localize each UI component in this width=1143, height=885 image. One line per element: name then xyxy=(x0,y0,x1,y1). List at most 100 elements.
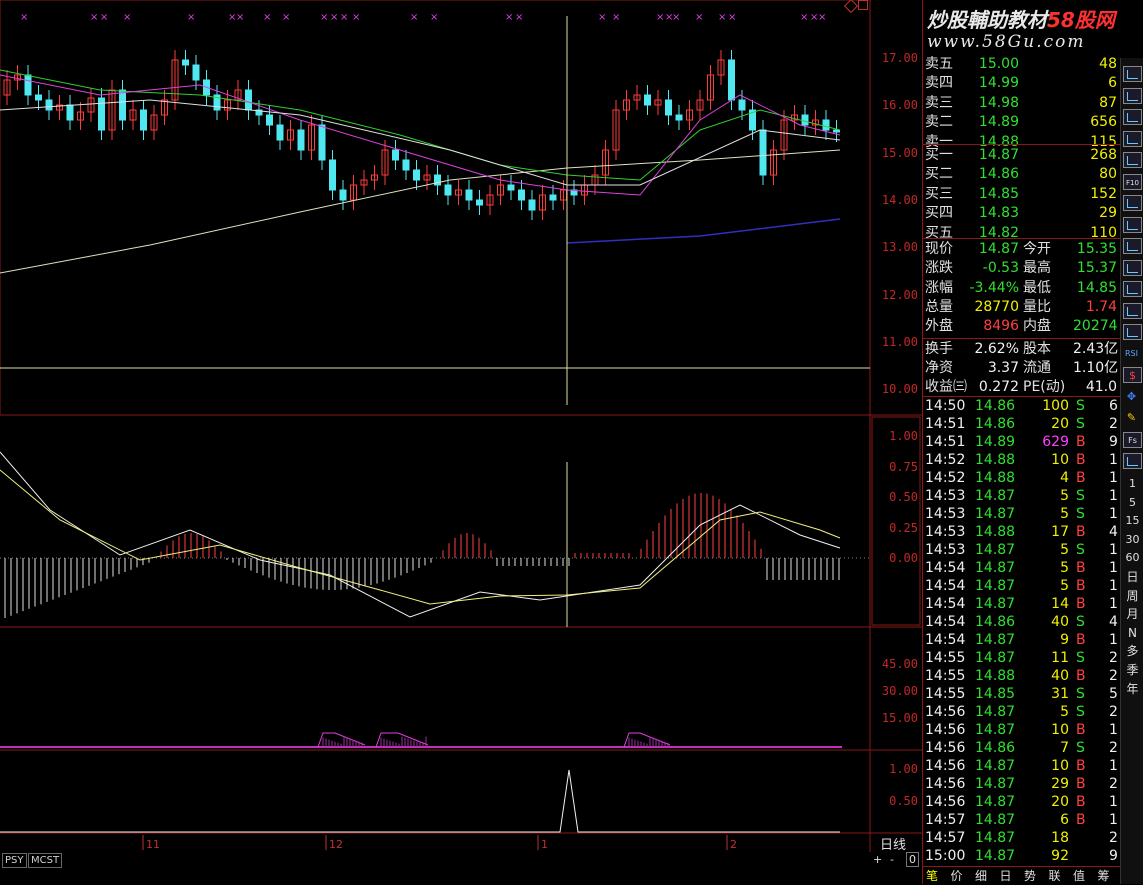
dollar-icon[interactable]: $ xyxy=(1123,367,1142,383)
quote-row[interactable]: 净资 3.37 流通 1.10亿 xyxy=(923,359,1121,378)
panel-tab[interactable]: 日 xyxy=(999,869,1012,883)
tick-row[interactable]: 14:55 14.87 11 S 2 xyxy=(923,649,1121,668)
period-button[interactable]: 周 xyxy=(1126,588,1139,603)
panel-tab[interactable]: 笔 xyxy=(926,869,939,883)
ask-row[interactable]: 卖一 14.88 115 xyxy=(923,133,1121,152)
bid-row[interactable]: 买二 14.86 80 xyxy=(923,165,1121,184)
zoom-out-button[interactable]: - xyxy=(890,853,894,866)
move-icon[interactable]: ✥ xyxy=(1126,389,1137,403)
side-toolbar: F10 RSI $ ✥ ✎ Fs 1 5 15 30 60 日周月 N 多季年 xyxy=(1120,58,1143,884)
panel-tab[interactable]: 细 xyxy=(975,869,988,883)
tick-row[interactable]: 14:52 14.88 10 B 1 xyxy=(923,451,1121,470)
period-button[interactable]: 5 xyxy=(1129,495,1136,509)
tick-row[interactable]: 14:56 14.87 10 B 1 xyxy=(923,721,1121,740)
refresh-icon[interactable] xyxy=(1123,453,1142,469)
tick-row[interactable]: 14:54 14.87 9 B 1 xyxy=(923,631,1121,650)
tick-row[interactable]: 14:57 14.87 6 B 1 xyxy=(923,811,1121,830)
indicator-tab-mcst[interactable]: MCST xyxy=(28,853,63,868)
grid-icon[interactable] xyxy=(1123,195,1142,211)
quote-value: 14.87 xyxy=(978,241,1019,257)
info-icon[interactable] xyxy=(1123,216,1142,233)
period-button[interactable]: 60 xyxy=(1125,551,1140,565)
tick-row[interactable]: 14:54 14.87 5 B 1 xyxy=(923,577,1121,596)
tick-row[interactable]: 14:50 14.86 100 S 6 xyxy=(923,397,1121,416)
period-button[interactable]: 季 xyxy=(1126,663,1139,677)
bid-row[interactable]: 买三 14.85 152 xyxy=(923,185,1121,204)
bid-row[interactable]: 买一 14.87 268 xyxy=(923,146,1121,165)
quote-row[interactable]: 涨跌 -0.53 最高 15.37 xyxy=(923,259,1121,278)
tick-row[interactable]: 15:00 14.87 92 9 xyxy=(923,847,1121,866)
tick-row[interactable]: 14:53 14.87 5 S 1 xyxy=(923,505,1121,524)
period-button[interactable]: 15 xyxy=(1125,514,1140,528)
tick-volume: 5 xyxy=(1060,488,1069,504)
panel-tab[interactable]: 筹 xyxy=(1097,869,1110,883)
wave-icon[interactable] xyxy=(1123,302,1142,319)
quote-row[interactable]: 换手 2.62% 股本 2.43亿 xyxy=(923,340,1121,359)
zoom-in-button[interactable]: + xyxy=(873,853,883,866)
f10-icon[interactable]: F10 xyxy=(1123,173,1142,190)
tick-row[interactable]: 14:57 14.87 18 2 xyxy=(923,829,1121,848)
period-button[interactable]: N xyxy=(1128,625,1137,640)
period-button[interactable]: 多 xyxy=(1126,644,1139,659)
table-icon[interactable] xyxy=(1123,109,1142,125)
indicator-tab-psy[interactable]: PSY xyxy=(2,853,27,868)
tick-row[interactable]: 14:54 14.87 14 B 1 xyxy=(923,595,1121,614)
quote-row[interactable]: 外盘 8496 内盘 20274 xyxy=(923,317,1121,336)
bar-icon[interactable] xyxy=(1123,87,1142,104)
bid-row[interactable]: 买五 14.82 110 xyxy=(923,224,1121,243)
bid-row[interactable]: 买四 14.83 29 xyxy=(923,204,1121,223)
period-button[interactable]: 年 xyxy=(1126,681,1139,696)
trend-icon[interactable] xyxy=(1123,130,1142,147)
panel-tab[interactable]: 价 xyxy=(950,869,963,883)
tick-row[interactable]: 14:55 14.88 40 B 2 xyxy=(923,667,1121,686)
panel-tab[interactable]: 势 xyxy=(1024,869,1037,883)
tick-time: 14:56 xyxy=(925,740,966,756)
quote-value: 41.0 xyxy=(1085,379,1117,396)
ask-row[interactable]: 卖五 15.00 48 xyxy=(923,55,1121,74)
tick-row[interactable]: 14:56 14.87 5 S 2 xyxy=(923,703,1121,722)
period-button[interactable]: 30 xyxy=(1125,532,1140,546)
tick-row[interactable]: 14:52 14.88 4 B 1 xyxy=(923,469,1121,488)
ask-row[interactable]: 卖四 14.99 6 xyxy=(923,74,1121,93)
period-button[interactable]: 月 xyxy=(1126,607,1139,622)
candle-icon[interactable] xyxy=(1123,152,1142,168)
candle-body xyxy=(728,59,735,101)
ask-row[interactable]: 卖三 14.98 87 xyxy=(923,94,1121,113)
win-icon[interactable] xyxy=(1123,238,1142,254)
quote-row[interactable]: 总量 28770 量比 1.74 xyxy=(923,298,1121,317)
ask-row[interactable]: 卖二 14.89 656 xyxy=(923,113,1121,132)
period-button[interactable]: 1 xyxy=(1129,477,1136,490)
quote-row[interactable]: 涨幅 -3.44% 最低 14.85 xyxy=(923,279,1121,298)
kline-chart[interactable]: × × × × × × × × × × × × × × × × × × × × ×× × × × × × × 11 12 1 2 xyxy=(0,0,922,852)
rsi-icon[interactable]: RSI xyxy=(1125,348,1138,358)
fig-icon[interactable] xyxy=(1123,259,1142,276)
panel-tab[interactable]: 值 xyxy=(1073,869,1086,883)
tick-row[interactable]: 14:53 14.88 17 B 4 xyxy=(923,523,1121,542)
tick-row[interactable]: 14:56 14.87 29 B 2 xyxy=(923,775,1121,794)
tick-row[interactable]: 14:54 14.86 40 S 4 xyxy=(923,613,1121,632)
tick-row[interactable]: 14:51 14.86 20 S 2 xyxy=(923,415,1121,434)
tick-row[interactable]: 14:53 14.87 5 S 1 xyxy=(923,487,1121,506)
period-button[interactable]: 日 xyxy=(1126,570,1139,584)
tick-row[interactable]: 14:53 14.87 5 S 1 xyxy=(923,541,1121,560)
tick-price: 14.87 xyxy=(975,794,1016,810)
period-label[interactable]: 日线 xyxy=(880,838,907,853)
pie-icon[interactable] xyxy=(1123,324,1142,340)
tick-row[interactable]: 14:55 14.85 31 S 5 xyxy=(923,685,1121,704)
fs-icon[interactable]: Fs xyxy=(1123,431,1142,448)
quote-row[interactable]: 收益㈢ 0.272 PE(动) 41.0 xyxy=(923,378,1121,397)
panel-tab[interactable]: 联 xyxy=(1048,869,1061,883)
tick-row[interactable]: 14:56 14.87 20 B 1 xyxy=(923,793,1121,812)
chart-icon[interactable] xyxy=(1123,281,1142,297)
reset-button[interactable]: 0 xyxy=(906,852,919,867)
tick-row[interactable]: 14:51 14.89 629 B 9 xyxy=(923,433,1121,452)
quote-row[interactable]: 现价 14.87 今开 15.35 xyxy=(923,240,1121,259)
kline-icon[interactable] xyxy=(1123,66,1142,82)
tick-row[interactable]: 14:54 14.87 5 B 1 xyxy=(923,559,1121,578)
tick-row[interactable]: 14:56 14.87 10 B 1 xyxy=(923,757,1121,776)
tick-row[interactable]: 14:56 14.86 7 S 2 xyxy=(923,739,1121,758)
signal-marker: × xyxy=(352,12,360,23)
tick-time: 14:55 xyxy=(925,650,966,666)
top-corner-icon-2[interactable] xyxy=(858,0,868,10)
pen-icon[interactable]: ✎ xyxy=(1126,411,1137,424)
